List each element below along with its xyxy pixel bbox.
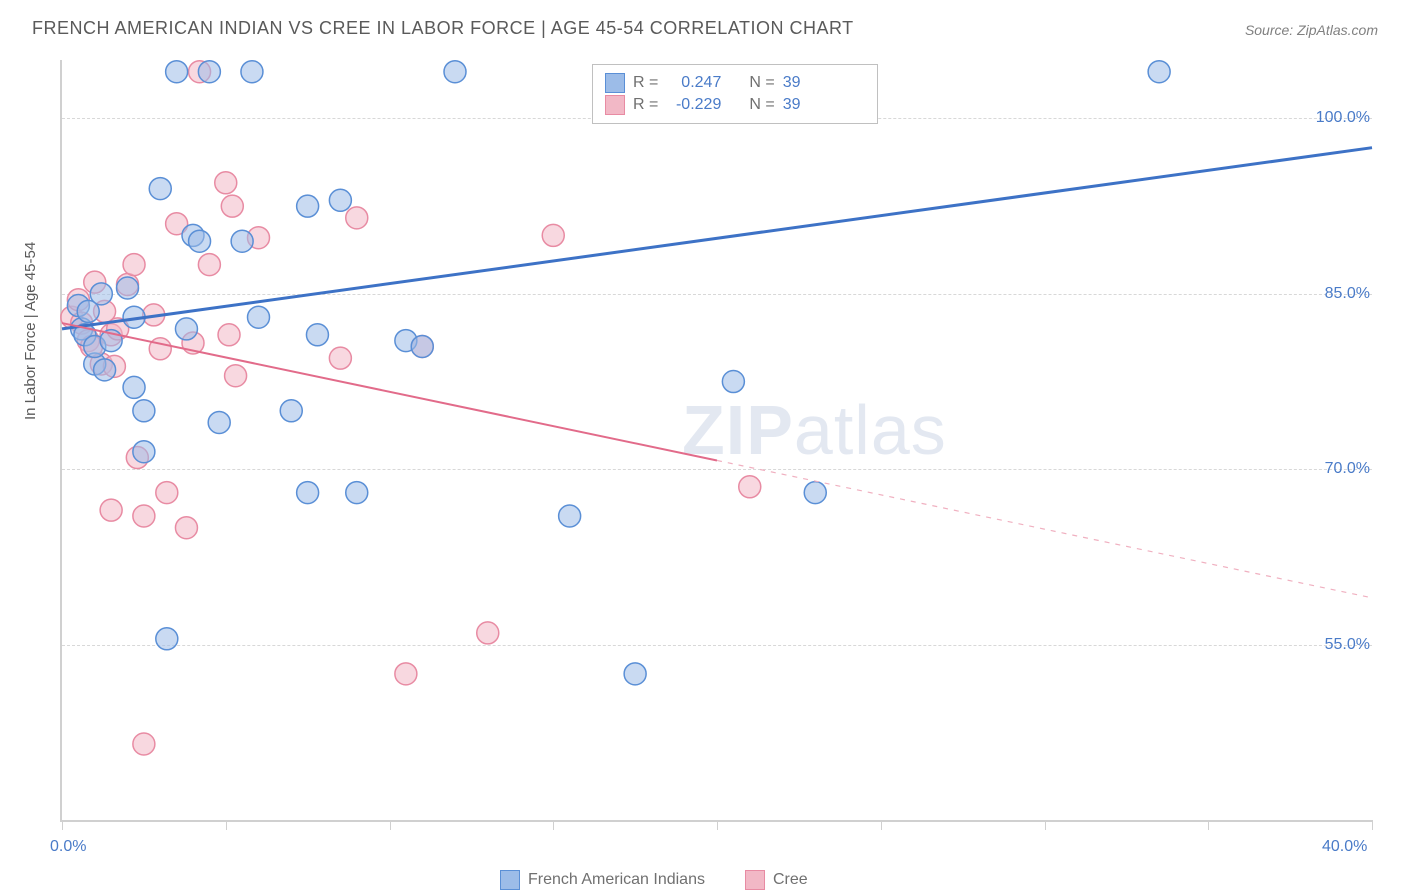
- x-tick: [1372, 820, 1373, 830]
- x-tick: [226, 820, 227, 830]
- data-point: [208, 411, 230, 433]
- data-point: [346, 482, 368, 504]
- legend-item-pink: Cree: [745, 870, 808, 890]
- y-tick-label: 55.0%: [1325, 636, 1370, 654]
- data-point: [804, 482, 826, 504]
- legend-swatch-pink-bottom: [745, 870, 765, 890]
- data-point: [133, 400, 155, 422]
- legend-label-blue: French American Indians: [528, 871, 705, 889]
- data-point: [231, 230, 253, 252]
- legend-item-blue: French American Indians: [500, 870, 705, 890]
- r-value-pink: -0.229: [666, 96, 721, 114]
- data-point: [133, 505, 155, 527]
- series-legend: French American Indians Cree: [500, 870, 808, 890]
- data-point: [90, 283, 112, 305]
- data-point: [133, 733, 155, 755]
- data-point: [189, 230, 211, 252]
- data-point: [198, 254, 220, 276]
- data-point: [444, 61, 466, 83]
- data-point: [395, 663, 417, 685]
- legend-swatch-blue: [605, 73, 625, 93]
- data-point: [1148, 61, 1170, 83]
- x-tick-label: 0.0%: [50, 838, 86, 856]
- x-tick: [1045, 820, 1046, 830]
- data-point: [123, 376, 145, 398]
- data-point: [117, 277, 139, 299]
- data-point: [559, 505, 581, 527]
- trend-line-pink-dashed: [717, 460, 1372, 597]
- trend-line-pink-solid: [62, 323, 717, 460]
- legend-row-pink: R = -0.229 N = 39: [605, 95, 865, 115]
- legend-label-pink: Cree: [773, 871, 808, 889]
- correlation-legend: R = 0.247 N = 39 R = -0.229 N = 39: [592, 64, 878, 124]
- x-tick-label: 40.0%: [1322, 838, 1367, 856]
- data-point: [215, 172, 237, 194]
- data-point: [306, 324, 328, 346]
- r-label-pink: R =: [633, 96, 658, 114]
- data-point: [411, 335, 433, 357]
- y-tick-label: 85.0%: [1325, 285, 1370, 303]
- data-point: [297, 195, 319, 217]
- n-value-blue: 39: [783, 74, 801, 92]
- data-point: [280, 400, 302, 422]
- data-point: [329, 189, 351, 211]
- data-point: [94, 359, 116, 381]
- x-tick: [553, 820, 554, 830]
- source-attribution: Source: ZipAtlas.com: [1245, 22, 1378, 38]
- data-point: [156, 628, 178, 650]
- data-point: [156, 482, 178, 504]
- data-point: [248, 306, 270, 328]
- data-point: [123, 254, 145, 276]
- data-point: [133, 441, 155, 463]
- data-point: [624, 663, 646, 685]
- data-point: [100, 499, 122, 521]
- data-point: [175, 517, 197, 539]
- data-point: [241, 61, 263, 83]
- data-point: [477, 622, 499, 644]
- data-point: [198, 61, 220, 83]
- data-point: [739, 476, 761, 498]
- legend-swatch-pink: [605, 95, 625, 115]
- r-value-blue: 0.247: [666, 74, 721, 92]
- x-tick: [390, 820, 391, 830]
- data-point: [297, 482, 319, 504]
- x-tick: [62, 820, 63, 830]
- data-point: [346, 207, 368, 229]
- data-point: [166, 61, 188, 83]
- x-tick: [881, 820, 882, 830]
- plot-area: ZIPatlas R = 0.247 N = 39 R = -0.229 N =…: [60, 60, 1372, 822]
- n-value-pink: 39: [783, 96, 801, 114]
- data-point: [722, 371, 744, 393]
- legend-row-blue: R = 0.247 N = 39: [605, 73, 865, 93]
- n-label-pink: N =: [749, 96, 774, 114]
- legend-swatch-blue-bottom: [500, 870, 520, 890]
- data-point: [149, 178, 171, 200]
- x-tick: [1208, 820, 1209, 830]
- scatter-svg: [62, 60, 1372, 820]
- data-point: [542, 224, 564, 246]
- y-tick-label: 100.0%: [1316, 109, 1370, 127]
- data-point: [329, 347, 351, 369]
- data-point: [218, 324, 240, 346]
- data-point: [221, 195, 243, 217]
- data-point: [175, 318, 197, 340]
- y-axis-label: In Labor Force | Age 45-54: [22, 242, 39, 420]
- chart-title: FRENCH AMERICAN INDIAN VS CREE IN LABOR …: [32, 18, 854, 39]
- n-label-blue: N =: [749, 74, 774, 92]
- x-tick: [717, 820, 718, 830]
- data-point: [225, 365, 247, 387]
- y-tick-label: 70.0%: [1325, 460, 1370, 478]
- r-label-blue: R =: [633, 74, 658, 92]
